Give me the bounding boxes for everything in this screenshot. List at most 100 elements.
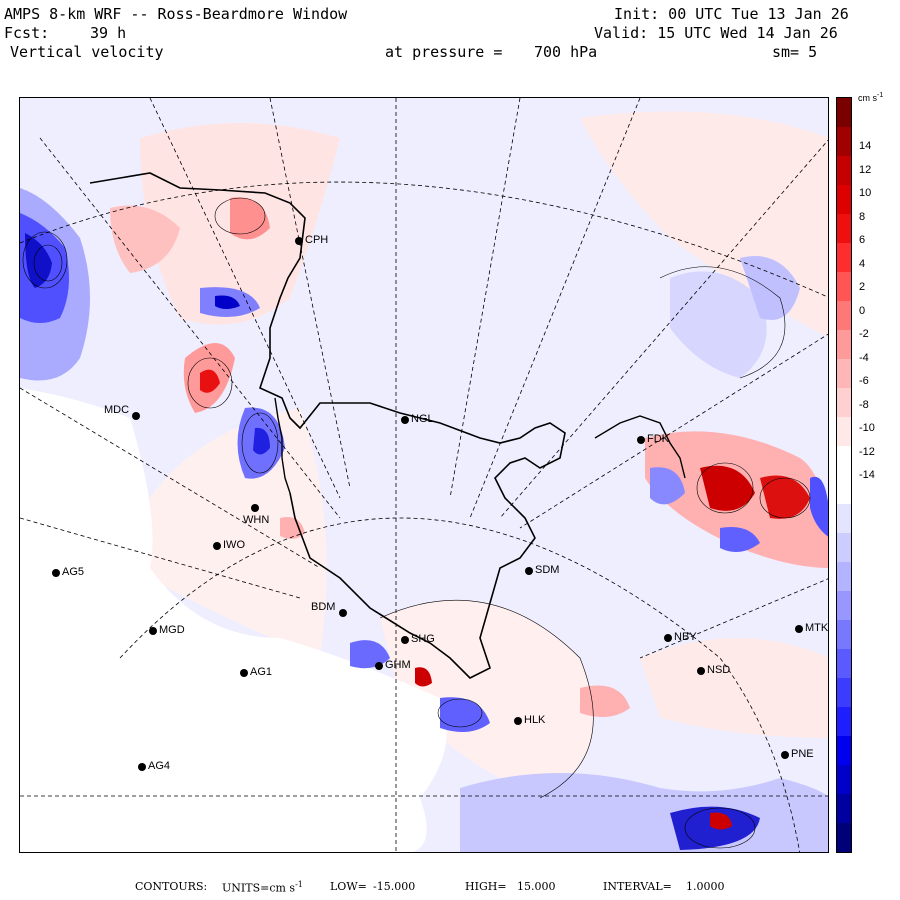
- station-label-ghm: GHM: [385, 659, 411, 671]
- station-label-nsd: NSD: [707, 664, 731, 676]
- colorbar-tick-label: -12: [859, 445, 875, 458]
- colorbar-swatch: [837, 649, 851, 679]
- colorbar-tick-label: 6: [859, 234, 866, 246]
- station-marker-pne[interactable]: [781, 751, 789, 759]
- station-marker-mgd[interactable]: [149, 627, 157, 635]
- colorbar-swatch: [837, 214, 851, 244]
- descent-region: [440, 697, 490, 732]
- colorbar-tick-label: -10: [859, 422, 875, 434]
- station-marker-mdc[interactable]: [132, 412, 140, 420]
- ascent-region: [230, 197, 270, 240]
- footer-interval-value: 1.0000: [686, 880, 725, 893]
- station-label-mgd: MGD: [159, 624, 185, 636]
- colorbar-tick-label: 14: [859, 140, 872, 152]
- ascent-region: [380, 600, 594, 798]
- station-marker-mtk[interactable]: [795, 625, 803, 633]
- colorbar-swatch: [837, 620, 851, 650]
- station-marker-ag4[interactable]: [138, 763, 146, 771]
- descent-core: [25, 233, 52, 288]
- footer-high-value: 15.000: [517, 880, 556, 893]
- ascent-region: [580, 685, 630, 717]
- colorbar-tick-label: 2: [859, 281, 866, 293]
- init-time: Init: 00 UTC Tue 13 Jan 26: [614, 5, 849, 23]
- contour-lines: [22, 197, 811, 849]
- colorbar-swatch: [837, 156, 851, 186]
- footer-high-label: HIGH=: [465, 880, 507, 893]
- colorbar-swatch: [837, 765, 851, 795]
- colorbar-units: cm s-1: [858, 92, 883, 103]
- colorbar-tick-label: -2: [859, 328, 869, 340]
- smoothing-value: sm= 5: [772, 43, 818, 61]
- colorbar-swatch: [837, 243, 851, 273]
- station-marker-nsd[interactable]: [697, 667, 705, 675]
- colorbar-swatch: [837, 562, 851, 592]
- station-marker-ag1[interactable]: [240, 669, 248, 677]
- ice-shelf-boundary: [89, 172, 566, 679]
- pressure-value: 700 hPa: [534, 43, 598, 61]
- colorbar-swatch: [837, 185, 851, 215]
- colorbar-swatch: [837, 591, 851, 621]
- station-marker-bdm[interactable]: [339, 609, 347, 617]
- station-marker-fdk[interactable]: [637, 436, 645, 444]
- colorbar-tick-label: -14: [859, 469, 875, 481]
- station-label-whn: WHN: [243, 514, 270, 526]
- colorbar-swatch: [837, 359, 851, 389]
- station-marker-cph[interactable]: [295, 237, 303, 245]
- colorbar-tick-label: -4: [859, 351, 869, 364]
- colorbar-scale: [837, 98, 851, 853]
- ascent-region: [280, 517, 305, 539]
- colorbar-tick-label: 10: [859, 187, 872, 199]
- colorbar-swatch: [837, 98, 851, 128]
- descent-core: [215, 295, 240, 309]
- footer-low-value: -15.000: [373, 880, 416, 893]
- station-label-ag4: AG4: [148, 760, 171, 772]
- ascent-core: [710, 812, 732, 830]
- forecast-label: Fcst:: [4, 24, 50, 42]
- colorbar-swatch: [837, 533, 851, 563]
- station-marker-nby[interactable]: [664, 634, 672, 642]
- station-marker-whn[interactable]: [251, 504, 259, 512]
- descent-region: [740, 256, 800, 320]
- colorbar-swatch: [837, 417, 851, 447]
- station-label-ag1: AG1: [250, 666, 273, 678]
- descent-region: [460, 773, 828, 852]
- colorbar-units-exponent: -1: [877, 92, 884, 99]
- colorbar-tick-label: 0: [859, 304, 866, 317]
- colorbar-swatch: [837, 388, 851, 418]
- station-label-ngl: NGL: [411, 413, 434, 425]
- colorbar-tick-label: 12: [859, 163, 872, 176]
- ascent-region: [150, 408, 327, 658]
- ascent-region: [110, 205, 180, 273]
- colorbar-tick-label: 4: [859, 257, 866, 270]
- station-marker-ag5[interactable]: [52, 569, 60, 577]
- footer-low-label: LOW=: [330, 880, 367, 893]
- vertical-velocity-map: [20, 98, 828, 852]
- station-marker-iwo[interactable]: [213, 542, 221, 550]
- colorbar-swatch: [837, 707, 851, 737]
- station-marker-ngl[interactable]: [401, 416, 409, 424]
- latitude-circles: [20, 181, 828, 852]
- footer-interval-label: INTERVAL=: [603, 880, 672, 893]
- colorbar-swatch: [837, 127, 851, 157]
- footer-units: UNITS=cm s-1: [222, 880, 303, 895]
- station-label-nby: NBY: [674, 631, 697, 643]
- descent-region: [810, 476, 828, 537]
- ascent-core: [700, 465, 755, 511]
- colorbar-swatch: [837, 475, 851, 505]
- descent-core: [253, 427, 270, 455]
- station-marker-shg[interactable]: [401, 636, 409, 644]
- station-marker-hlk[interactable]: [514, 717, 522, 725]
- station-label-pne: PNE: [791, 748, 814, 760]
- forecast-hours: 39 h: [90, 24, 127, 42]
- ascent-core: [760, 475, 810, 519]
- valid-time: Valid: 15 UTC Wed 14 Jan 26: [594, 24, 838, 42]
- station-marker-sdm[interactable]: [525, 567, 533, 575]
- colorbar-units-text: cm s: [858, 93, 877, 103]
- station-label-mtk: MTK: [805, 622, 829, 634]
- station-marker-ghm[interactable]: [375, 662, 383, 670]
- station-label-cph: CPH: [305, 234, 329, 246]
- ascent-core: [415, 667, 432, 687]
- station-label-shg: SHG: [411, 633, 435, 645]
- map-panel: [19, 97, 829, 853]
- station-label-fdk: FDK: [647, 433, 669, 445]
